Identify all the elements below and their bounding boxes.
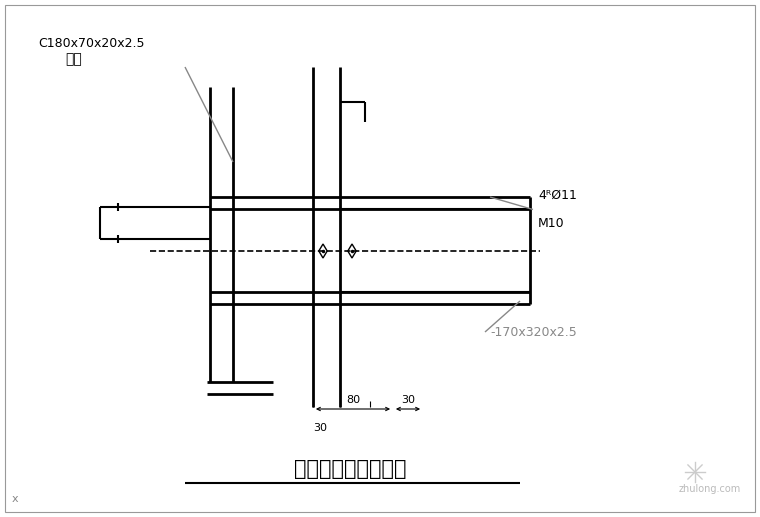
- Text: 30: 30: [401, 395, 415, 405]
- Text: 80: 80: [346, 395, 360, 405]
- Text: 端部墙梁转角处连接: 端部墙梁转角处连接: [294, 459, 407, 479]
- Text: x: x: [12, 494, 19, 504]
- Text: 墙梁: 墙梁: [65, 52, 82, 66]
- Text: M10: M10: [538, 217, 565, 230]
- Text: 4ᴿØ11: 4ᴿØ11: [538, 189, 577, 202]
- Text: zhulong.com: zhulong.com: [679, 484, 741, 494]
- Text: 30: 30: [313, 423, 327, 433]
- Text: C180x70x20x2.5: C180x70x20x2.5: [38, 37, 144, 50]
- Text: -170x320x2.5: -170x320x2.5: [490, 326, 577, 339]
